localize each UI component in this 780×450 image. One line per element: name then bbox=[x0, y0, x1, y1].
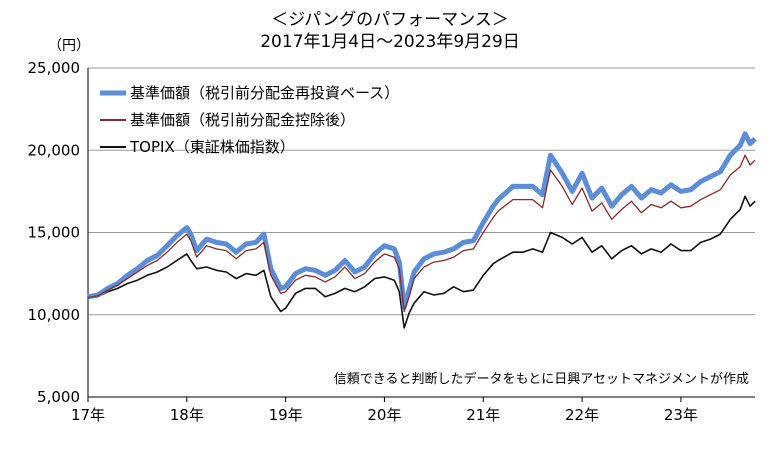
series-line-3 bbox=[87, 195, 756, 329]
legend-label: 基準価額（税引前分配金控除後） bbox=[130, 111, 355, 129]
x-tick-label: 22年 bbox=[565, 406, 599, 424]
x-tick-label: 20年 bbox=[367, 406, 401, 424]
y-unit-label: （円） bbox=[48, 38, 90, 54]
chart-title: ＜ジパングのパフォーマンス＞ bbox=[271, 10, 509, 30]
x-tick-label: 21年 bbox=[466, 406, 500, 424]
y-tick-label: 25,000 bbox=[28, 59, 81, 77]
source-note: 信頼できると判断したデータをもとに日興アセットマネジメントが作成 bbox=[334, 371, 749, 387]
legend-label: 基準価額（税引前分配金再投資ベース） bbox=[130, 84, 399, 102]
gridlines bbox=[88, 67, 755, 316]
y-tick-label: 15,000 bbox=[28, 224, 81, 242]
y-tick-label: 20,000 bbox=[28, 141, 81, 159]
series-line-1 bbox=[87, 131, 757, 309]
y-tick-label: 5,000 bbox=[37, 388, 80, 406]
legend-label: TOPIX（東証株価指数） bbox=[129, 138, 295, 156]
x-tick-label: 19年 bbox=[269, 406, 303, 424]
axes: 5,000 10,000 15,000 20,000 25,000 17年 18年 19年 20… bbox=[28, 59, 755, 424]
x-tick-label: 23年 bbox=[664, 406, 698, 424]
x-tick-label: 17年 bbox=[71, 406, 105, 424]
legend: 基準価額（税引前分配金再投資ベース） 基準価額（税引前分配金控除後） TOPIX（東… bbox=[100, 84, 399, 156]
y-tick-label: 10,000 bbox=[28, 306, 81, 324]
x-tick-label: 18年 bbox=[170, 406, 204, 424]
series-lines bbox=[87, 131, 757, 329]
chart-subtitle: 2017年1月4日～2023年9月29日 bbox=[260, 32, 520, 52]
series-line-2 bbox=[87, 154, 756, 313]
